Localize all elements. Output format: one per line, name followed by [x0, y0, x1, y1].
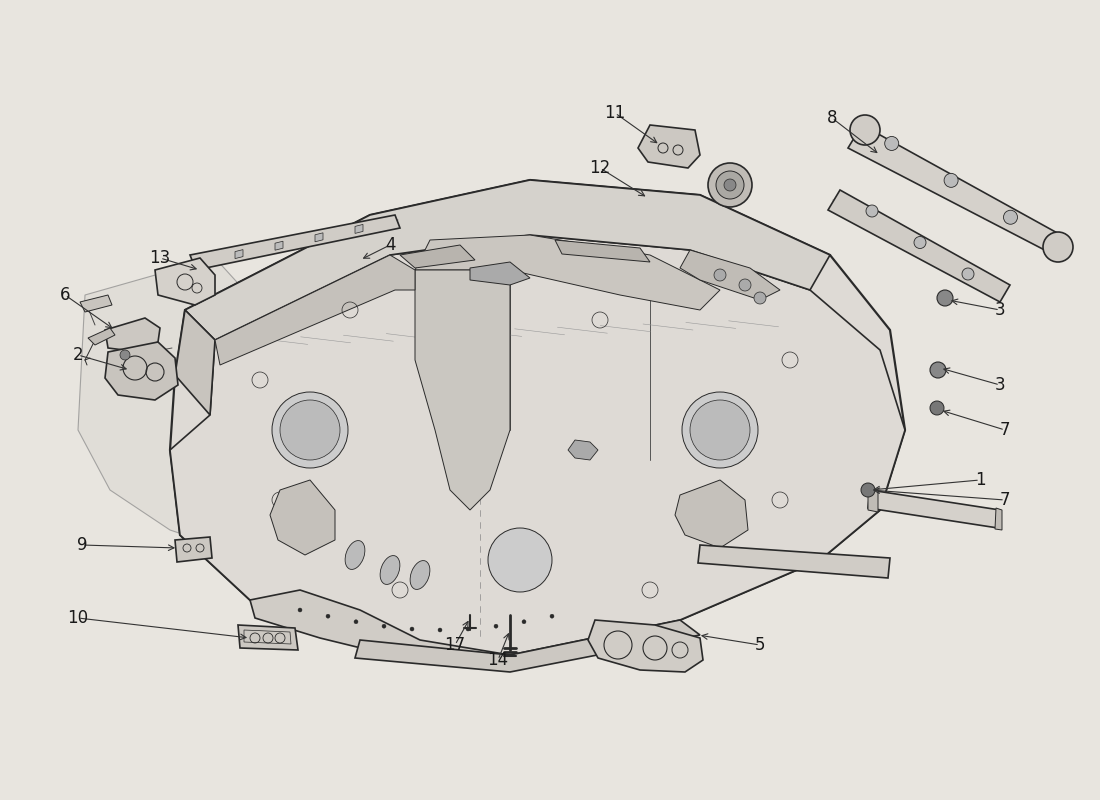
Polygon shape [104, 318, 160, 352]
Polygon shape [355, 620, 700, 672]
Polygon shape [88, 328, 116, 345]
Text: 11: 11 [604, 104, 626, 122]
Circle shape [739, 279, 751, 291]
Polygon shape [556, 240, 650, 262]
Polygon shape [275, 242, 283, 250]
Polygon shape [470, 262, 530, 285]
Polygon shape [104, 342, 178, 400]
Ellipse shape [410, 561, 430, 590]
Circle shape [884, 137, 899, 150]
Text: 10: 10 [67, 609, 89, 627]
Polygon shape [175, 537, 212, 562]
Polygon shape [680, 250, 780, 300]
Circle shape [382, 624, 386, 628]
Circle shape [914, 237, 926, 249]
Polygon shape [185, 180, 830, 340]
Text: 12: 12 [590, 159, 610, 177]
Circle shape [716, 171, 744, 199]
Circle shape [708, 163, 752, 207]
Circle shape [1003, 210, 1018, 224]
Polygon shape [155, 258, 214, 305]
Text: 3: 3 [994, 301, 1005, 319]
Polygon shape [235, 250, 243, 258]
Circle shape [280, 400, 340, 460]
Circle shape [724, 179, 736, 191]
Circle shape [494, 624, 498, 628]
Circle shape [690, 400, 750, 460]
Polygon shape [588, 620, 703, 672]
Text: 13: 13 [150, 249, 170, 267]
Polygon shape [80, 295, 112, 312]
Circle shape [522, 620, 526, 624]
Circle shape [930, 401, 944, 415]
Circle shape [944, 174, 958, 187]
Text: 6: 6 [59, 286, 70, 304]
Polygon shape [214, 255, 415, 365]
Text: 14: 14 [487, 651, 508, 669]
Polygon shape [828, 190, 1010, 302]
Polygon shape [175, 310, 214, 415]
Text: 8: 8 [827, 109, 837, 127]
Polygon shape [868, 490, 1000, 528]
Polygon shape [190, 215, 400, 270]
Polygon shape [996, 508, 1002, 530]
Ellipse shape [381, 555, 400, 585]
Circle shape [850, 115, 880, 145]
Circle shape [714, 269, 726, 281]
Text: 4: 4 [385, 236, 395, 254]
Polygon shape [400, 245, 475, 268]
Circle shape [438, 628, 442, 632]
Ellipse shape [345, 541, 365, 570]
Circle shape [754, 292, 766, 304]
Circle shape [272, 392, 348, 468]
Polygon shape [848, 125, 1070, 258]
Circle shape [410, 627, 414, 631]
Circle shape [298, 608, 302, 612]
Polygon shape [638, 125, 700, 168]
Polygon shape [355, 224, 363, 234]
Polygon shape [250, 590, 510, 670]
Polygon shape [170, 180, 905, 655]
Polygon shape [868, 490, 878, 512]
Text: 17: 17 [444, 636, 465, 654]
Text: 7: 7 [1000, 491, 1010, 509]
Circle shape [930, 362, 946, 378]
Polygon shape [78, 258, 285, 545]
Polygon shape [698, 545, 890, 578]
Polygon shape [568, 440, 598, 460]
Text: 7: 7 [1000, 421, 1010, 439]
Text: 5: 5 [755, 636, 766, 654]
Circle shape [120, 350, 130, 360]
Circle shape [488, 528, 552, 592]
Circle shape [466, 627, 470, 631]
Polygon shape [415, 235, 720, 310]
Text: 3: 3 [994, 376, 1005, 394]
Circle shape [1043, 232, 1072, 262]
Circle shape [962, 268, 974, 280]
Circle shape [937, 290, 953, 306]
Text: 1: 1 [975, 471, 986, 489]
Circle shape [682, 392, 758, 468]
Polygon shape [315, 233, 323, 242]
Circle shape [866, 205, 878, 217]
Polygon shape [675, 480, 748, 548]
Circle shape [326, 614, 330, 618]
Polygon shape [170, 235, 905, 655]
Circle shape [861, 483, 875, 497]
Polygon shape [415, 270, 510, 510]
Circle shape [354, 620, 358, 624]
Text: 2: 2 [73, 346, 84, 364]
Text: 9: 9 [77, 536, 87, 554]
Circle shape [550, 614, 554, 618]
Polygon shape [238, 625, 298, 650]
Polygon shape [270, 480, 336, 555]
